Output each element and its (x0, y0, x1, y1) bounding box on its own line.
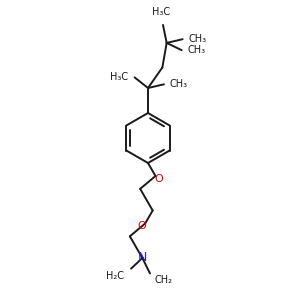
Text: O: O (138, 221, 147, 232)
Text: CH₂: CH₂ (155, 275, 173, 285)
Text: CH₃: CH₃ (189, 34, 207, 44)
Text: O: O (154, 174, 163, 184)
Text: H₂C: H₂C (106, 271, 124, 281)
Text: N: N (138, 251, 147, 265)
Text: H₃C: H₃C (110, 72, 129, 82)
Text: CH₃: CH₃ (170, 79, 188, 89)
Text: CH₃: CH₃ (188, 45, 206, 55)
Text: H₃C: H₃C (152, 7, 170, 17)
